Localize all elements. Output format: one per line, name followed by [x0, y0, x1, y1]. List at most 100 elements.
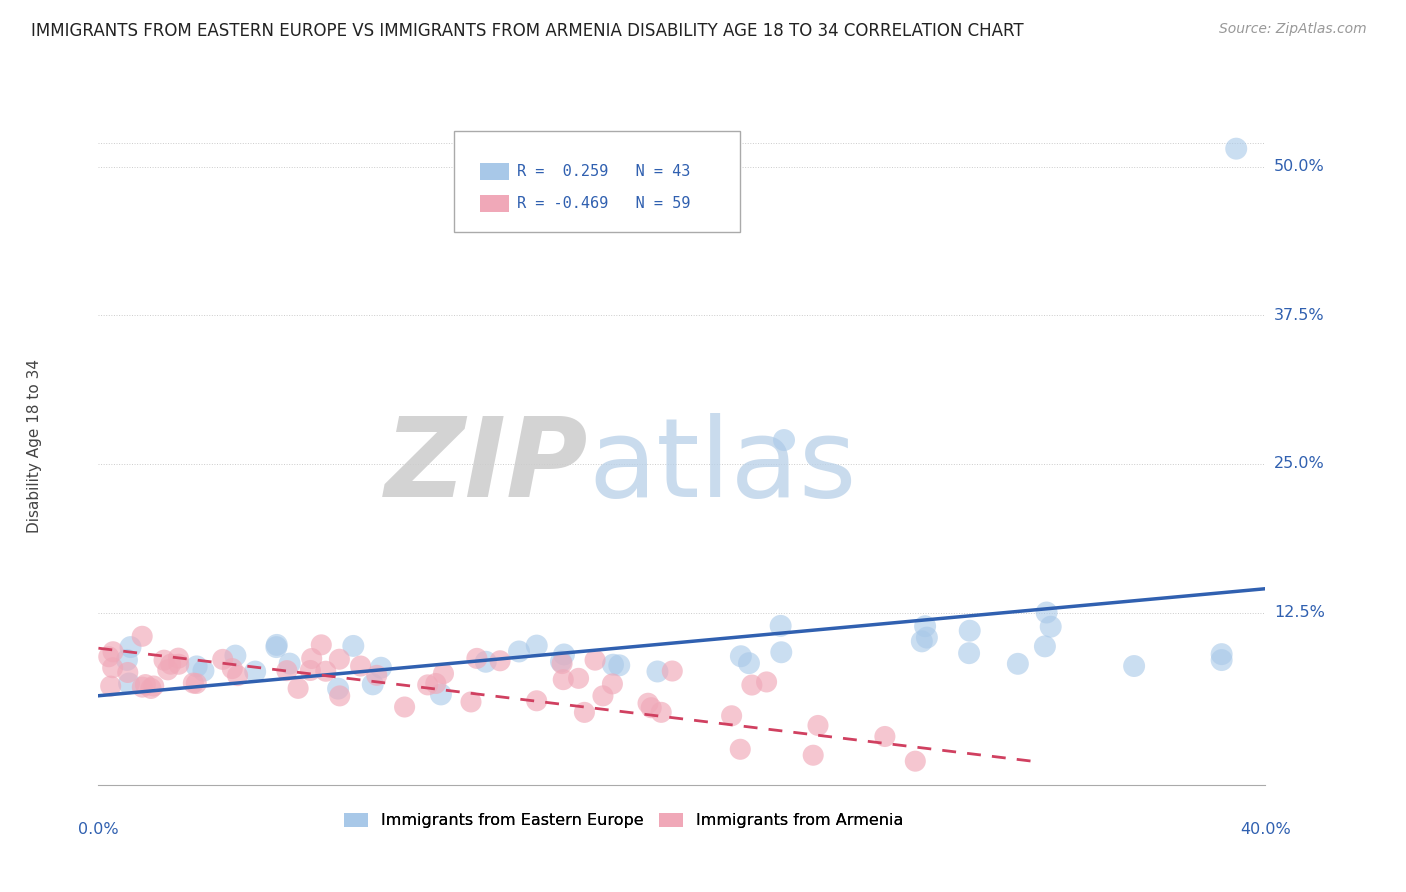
Point	[475, 655, 498, 669]
Text: 12.5%: 12.5%	[1274, 605, 1324, 620]
Point	[226, 668, 249, 682]
Point	[583, 653, 606, 667]
Point	[1039, 620, 1062, 634]
Point	[211, 652, 233, 666]
Point	[551, 657, 574, 671]
Point	[97, 649, 120, 664]
Point	[221, 662, 243, 676]
Point	[959, 624, 981, 638]
Text: 40.0%: 40.0%	[1240, 822, 1291, 838]
Point	[460, 695, 482, 709]
Point	[730, 742, 752, 756]
Point	[100, 679, 122, 693]
Point	[755, 675, 778, 690]
Text: Source: ZipAtlas.com: Source: ZipAtlas.com	[1219, 22, 1367, 37]
Point	[873, 730, 896, 744]
Point	[770, 645, 793, 659]
Point	[156, 663, 179, 677]
Point	[224, 648, 246, 663]
Point	[315, 665, 337, 679]
Point	[142, 679, 165, 693]
Point	[394, 700, 416, 714]
Point	[738, 656, 761, 670]
Point	[640, 700, 662, 714]
Point	[650, 706, 672, 720]
Point	[661, 664, 683, 678]
Point	[115, 653, 138, 667]
Point	[1211, 653, 1233, 667]
Point	[730, 649, 752, 664]
Point	[167, 657, 190, 672]
Point	[287, 681, 309, 696]
Text: 0.0%: 0.0%	[79, 822, 118, 838]
Point	[193, 664, 215, 678]
FancyBboxPatch shape	[454, 131, 741, 233]
Point	[773, 433, 796, 447]
Text: atlas: atlas	[589, 413, 858, 520]
Point	[153, 653, 176, 667]
Point	[769, 619, 792, 633]
Text: Disability Age 18 to 34: Disability Age 18 to 34	[27, 359, 42, 533]
Text: R =  0.259   N = 43: R = 0.259 N = 43	[517, 163, 690, 178]
Point	[326, 681, 349, 696]
Point	[1225, 142, 1247, 156]
Point	[366, 668, 388, 682]
Point	[574, 706, 596, 720]
Text: 25.0%: 25.0%	[1274, 457, 1324, 471]
Point	[741, 678, 763, 692]
Point	[567, 671, 589, 685]
Point	[1035, 606, 1057, 620]
Point	[915, 631, 938, 645]
Point	[592, 689, 614, 703]
Point	[278, 657, 301, 671]
Point	[425, 676, 447, 690]
Point	[914, 619, 936, 633]
Point	[957, 646, 980, 660]
Point	[807, 718, 830, 732]
Point	[311, 638, 333, 652]
Text: 37.5%: 37.5%	[1274, 308, 1324, 323]
Point	[553, 648, 575, 662]
Point	[526, 639, 548, 653]
Point	[299, 664, 322, 678]
Point	[101, 661, 124, 675]
Point	[266, 640, 288, 654]
Point	[118, 676, 141, 690]
Point	[131, 629, 153, 643]
Point	[526, 694, 548, 708]
Point	[266, 638, 288, 652]
Point	[465, 651, 488, 665]
Point	[602, 657, 624, 672]
FancyBboxPatch shape	[479, 162, 509, 179]
Point	[159, 657, 181, 672]
Text: R = -0.469   N = 59: R = -0.469 N = 59	[517, 196, 690, 211]
Point	[370, 661, 392, 675]
Point	[553, 673, 575, 687]
Point	[361, 677, 384, 691]
Point	[183, 676, 205, 690]
Point	[243, 665, 266, 679]
FancyBboxPatch shape	[479, 195, 509, 212]
Text: 50.0%: 50.0%	[1274, 159, 1324, 174]
Point	[1033, 640, 1056, 654]
Point	[329, 689, 352, 703]
Point	[637, 696, 659, 710]
Point	[489, 654, 512, 668]
Point	[349, 659, 371, 673]
Point	[602, 677, 624, 691]
Point	[801, 748, 824, 763]
Text: ZIP: ZIP	[385, 413, 589, 520]
Point	[117, 665, 139, 680]
Point	[647, 665, 669, 679]
Point	[508, 644, 530, 658]
Point	[1211, 647, 1233, 661]
Point	[186, 676, 208, 690]
Point	[904, 754, 927, 768]
Point	[432, 666, 454, 681]
Text: IMMIGRANTS FROM EASTERN EUROPE VS IMMIGRANTS FROM ARMENIA DISABILITY AGE 18 TO 3: IMMIGRANTS FROM EASTERN EUROPE VS IMMIGR…	[31, 22, 1024, 40]
Point	[186, 659, 208, 673]
Point	[120, 640, 142, 654]
Point	[131, 680, 153, 694]
Point	[101, 645, 124, 659]
Point	[167, 651, 190, 665]
